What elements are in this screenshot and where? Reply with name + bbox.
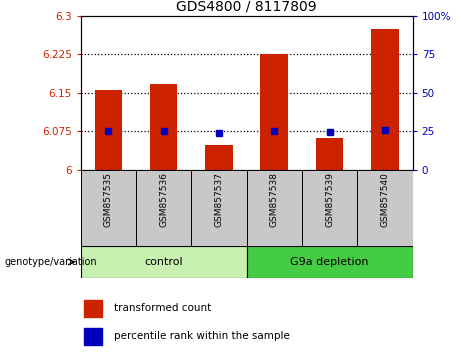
Bar (81, 170, 136, 246)
Bar (95, 90, 122, 170)
Bar (247, 246, 413, 278)
Bar (260, 55, 288, 170)
Text: GSM857536: GSM857536 (159, 172, 168, 227)
Text: transformed count: transformed count (114, 303, 211, 313)
Bar (247, 170, 302, 246)
Bar (81, 246, 247, 278)
Text: GSM857538: GSM857538 (270, 172, 279, 227)
Bar (136, 170, 191, 246)
Text: control: control (144, 257, 183, 267)
Bar (357, 170, 413, 246)
Bar (316, 138, 343, 170)
Text: GSM857540: GSM857540 (380, 172, 390, 227)
Bar (371, 29, 399, 170)
Bar (84, 300, 102, 316)
Bar (191, 170, 247, 246)
Title: GDS4800 / 8117809: GDS4800 / 8117809 (176, 0, 317, 13)
Text: GSM857539: GSM857539 (325, 172, 334, 227)
Text: genotype/variation: genotype/variation (5, 257, 97, 267)
Text: GSM857535: GSM857535 (104, 172, 113, 227)
Bar (302, 170, 357, 246)
Text: GSM857537: GSM857537 (214, 172, 224, 227)
Bar (84, 328, 102, 345)
Bar (150, 84, 177, 170)
Bar (205, 145, 233, 170)
Text: percentile rank within the sample: percentile rank within the sample (114, 331, 290, 342)
Text: G9a depletion: G9a depletion (290, 257, 369, 267)
